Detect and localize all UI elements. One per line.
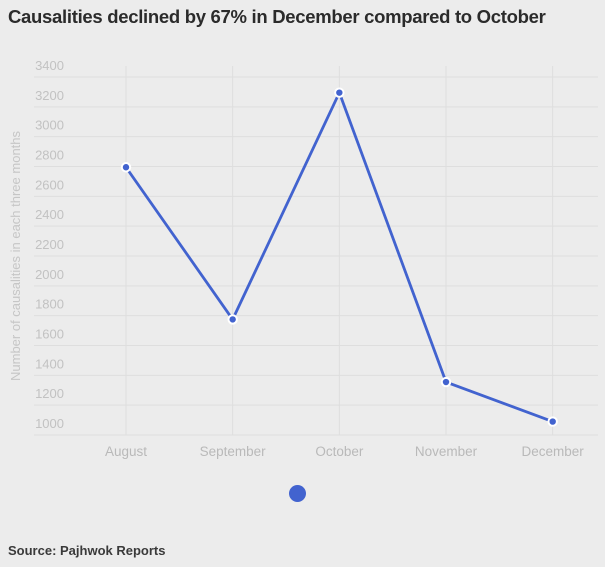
x-axis-label: September xyxy=(200,444,267,459)
y-tick-label: 1400 xyxy=(35,356,64,371)
y-tick-label: 2000 xyxy=(35,267,64,282)
y-tick-label: 2800 xyxy=(35,148,64,163)
x-axis-label: December xyxy=(522,444,585,459)
data-point[interactable] xyxy=(120,162,132,173)
data-point[interactable] xyxy=(227,314,238,325)
chart-title: Causalities declined by 67% in December … xyxy=(8,6,546,27)
legend-marker[interactable] xyxy=(289,485,306,502)
data-point[interactable] xyxy=(440,376,452,388)
x-axis-label: November xyxy=(415,444,478,459)
y-tick-label: 2200 xyxy=(35,237,64,252)
y-tick-label: 3200 xyxy=(35,88,64,103)
y-tick-label: 3000 xyxy=(35,118,64,133)
y-tick-label: 1000 xyxy=(35,416,64,431)
y-axis-title: Number of causalities in each three mont… xyxy=(8,130,23,381)
data-point[interactable] xyxy=(547,416,558,427)
y-tick-label: 1200 xyxy=(35,386,64,401)
y-tick-label: 2600 xyxy=(35,177,64,192)
y-tick-label: 2400 xyxy=(35,207,64,222)
data-point[interactable] xyxy=(334,87,345,98)
source-note: Source: Pajhwok Reports xyxy=(8,543,166,558)
y-tick-label: 1800 xyxy=(35,297,64,312)
y-tick-label: 3400 xyxy=(35,58,64,73)
x-axis-label: August xyxy=(105,444,147,459)
y-tick-label: 1600 xyxy=(35,327,64,342)
x-axis-label: October xyxy=(315,444,364,459)
